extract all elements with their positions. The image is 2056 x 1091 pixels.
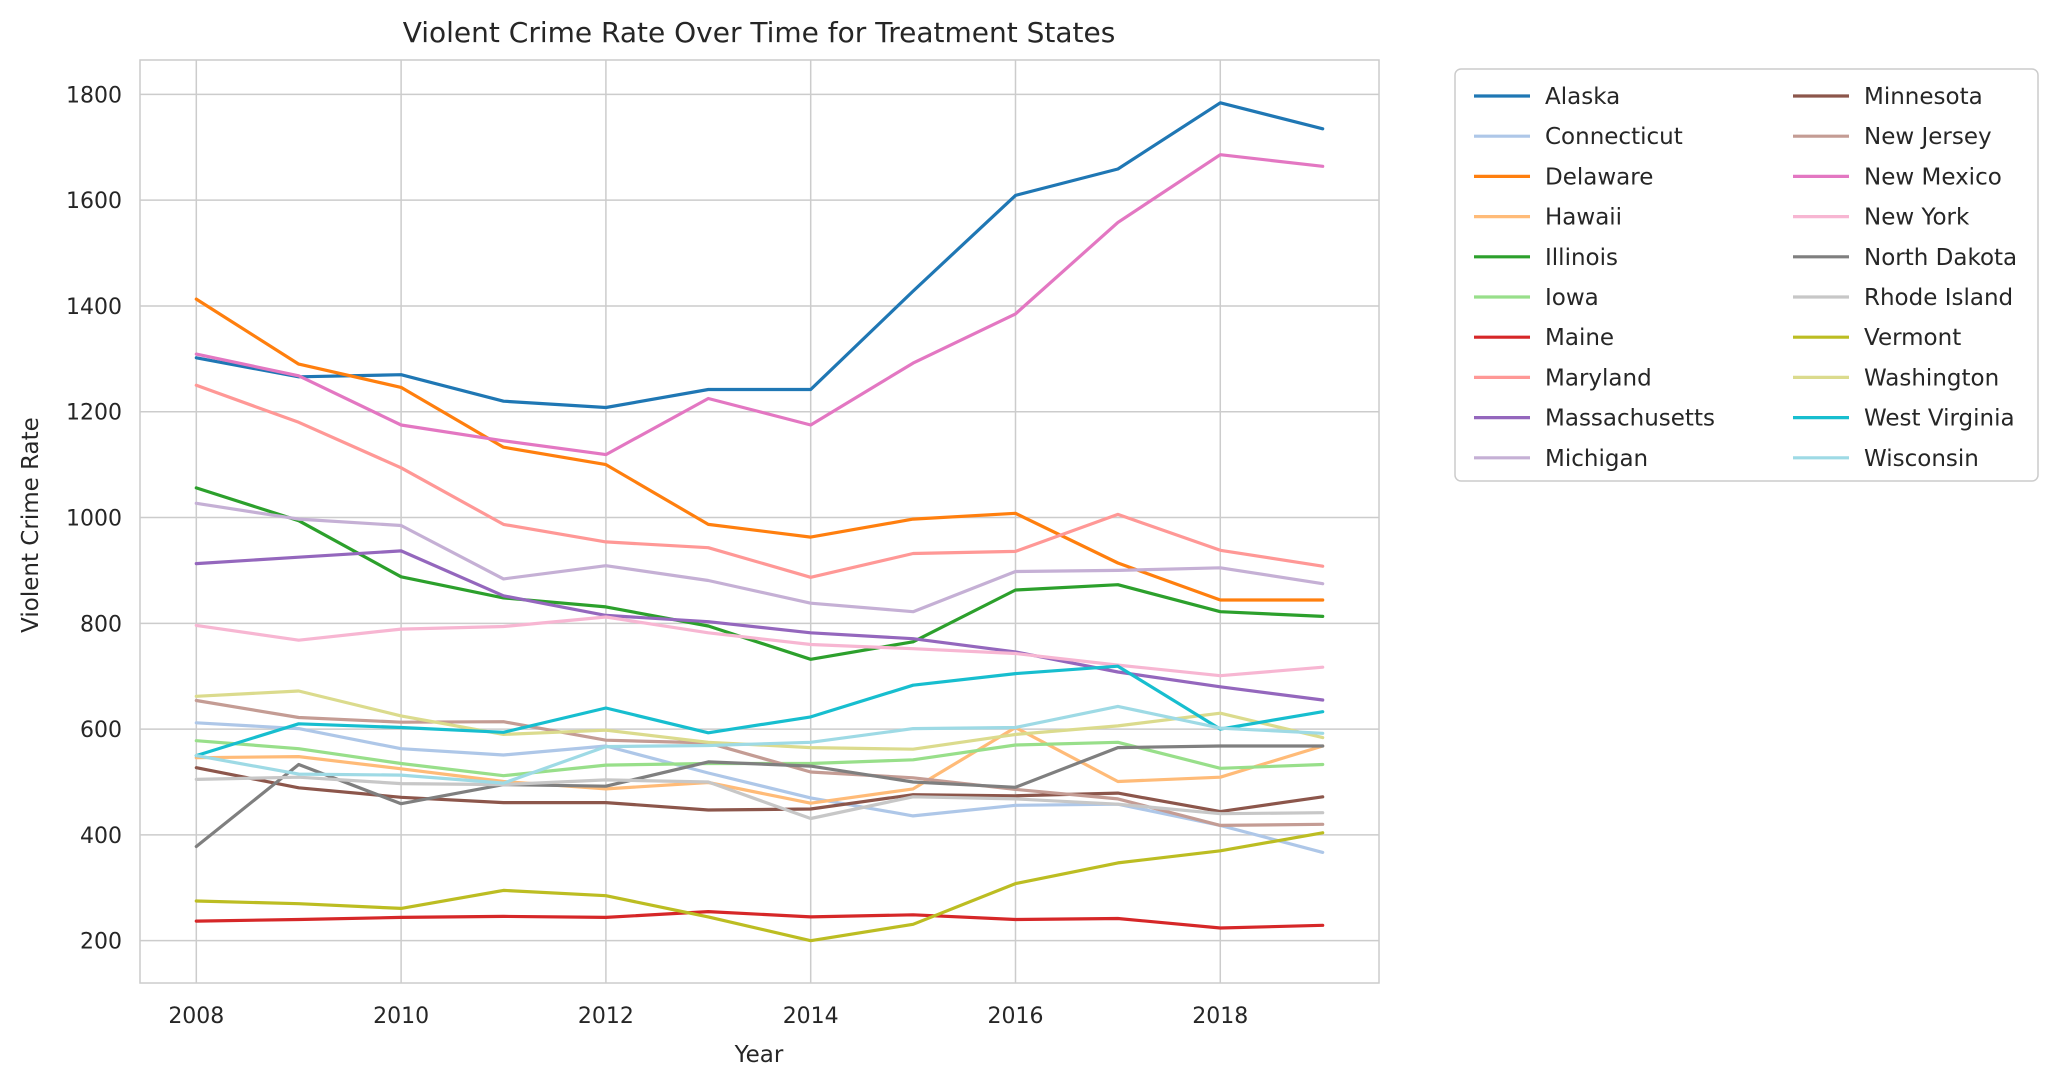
series-line-alaska bbox=[194, 101, 1325, 410]
x-tick-label: 2014 bbox=[783, 1004, 839, 1029]
series-line-wisconsin bbox=[194, 704, 1325, 785]
legend-label: North Dakota bbox=[1864, 245, 2017, 271]
legend-label: New Mexico bbox=[1864, 164, 2002, 190]
y-tick-label: 1200 bbox=[66, 401, 122, 426]
series-line-new-mexico bbox=[194, 153, 1325, 457]
legend-label: Vermont bbox=[1864, 325, 1961, 351]
series-line-north-dakota bbox=[194, 744, 1325, 849]
series-line-west-virginia bbox=[194, 664, 1325, 758]
legend-label: Alaska bbox=[1545, 84, 1620, 110]
legend-label: Wisconsin bbox=[1864, 446, 1979, 472]
legend-label: Washington bbox=[1864, 365, 1999, 391]
chart-title: Violent Crime Rate Over Time for Treatme… bbox=[403, 16, 1116, 49]
series-lines bbox=[194, 101, 1325, 943]
series-line-new-york bbox=[194, 615, 1325, 678]
y-tick-label: 1400 bbox=[66, 295, 122, 320]
legend-label: Massachusetts bbox=[1545, 406, 1715, 432]
series-line-illinois bbox=[194, 486, 1325, 661]
legend-label: Hawaii bbox=[1545, 205, 1622, 231]
y-tick-label: 600 bbox=[80, 718, 122, 743]
legend-label: Maryland bbox=[1545, 365, 1652, 391]
x-tick-label: 2010 bbox=[373, 1004, 429, 1029]
x-tick-label: 2012 bbox=[578, 1004, 634, 1029]
y-tick-label: 200 bbox=[80, 930, 122, 955]
legend-label: Illinois bbox=[1545, 245, 1618, 271]
series-line-michigan bbox=[194, 501, 1325, 614]
x-tick-label: 2016 bbox=[987, 1004, 1043, 1029]
legend-label: Minnesota bbox=[1864, 84, 1983, 110]
plot-area-frame bbox=[139, 59, 1380, 984]
y-tick-label: 1800 bbox=[66, 83, 122, 108]
series-line-hawaii bbox=[194, 725, 1325, 805]
series-line-new-jersey bbox=[194, 698, 1325, 828]
legend-label: Maine bbox=[1545, 325, 1614, 351]
legend-label: Connecticut bbox=[1545, 124, 1683, 150]
y-axis-label: Violent Crime Rate bbox=[18, 417, 44, 633]
y-tick-label: 1600 bbox=[66, 189, 122, 214]
legend-label: Michigan bbox=[1545, 446, 1648, 472]
series-line-massachusetts bbox=[194, 549, 1325, 702]
legend-label: New York bbox=[1864, 205, 1970, 231]
x-tick-label: 2008 bbox=[168, 1004, 224, 1029]
legend-frame bbox=[1454, 68, 2039, 482]
legend-label: Rhode Island bbox=[1864, 285, 2013, 311]
series-line-connecticut bbox=[194, 721, 1325, 855]
legend-label: Iowa bbox=[1545, 285, 1599, 311]
y-tick-label: 400 bbox=[80, 824, 122, 849]
axis-ticks: 2008 2010 2012 2014 2016 2018 200 400 600 800 1000… bbox=[66, 83, 1248, 1029]
legend-label: New Jersey bbox=[1864, 124, 1992, 150]
legend-label: West Virginia bbox=[1864, 406, 2015, 432]
y-tick-label: 800 bbox=[80, 612, 122, 637]
series-line-maryland bbox=[194, 383, 1325, 579]
grid-lines bbox=[140, 60, 1379, 983]
x-tick-label: 2018 bbox=[1192, 1004, 1248, 1029]
x-axis-label: Year bbox=[734, 1042, 784, 1068]
series-line-vermont bbox=[194, 831, 1325, 943]
series-line-maine bbox=[194, 909, 1325, 930]
y-tick-label: 1000 bbox=[66, 507, 122, 532]
legend-label: Delaware bbox=[1545, 164, 1653, 190]
legend: Alaska Connecticut Delaware Hawaii Illinois I… bbox=[1454, 68, 2039, 482]
series-line-rhode-island bbox=[194, 775, 1325, 821]
